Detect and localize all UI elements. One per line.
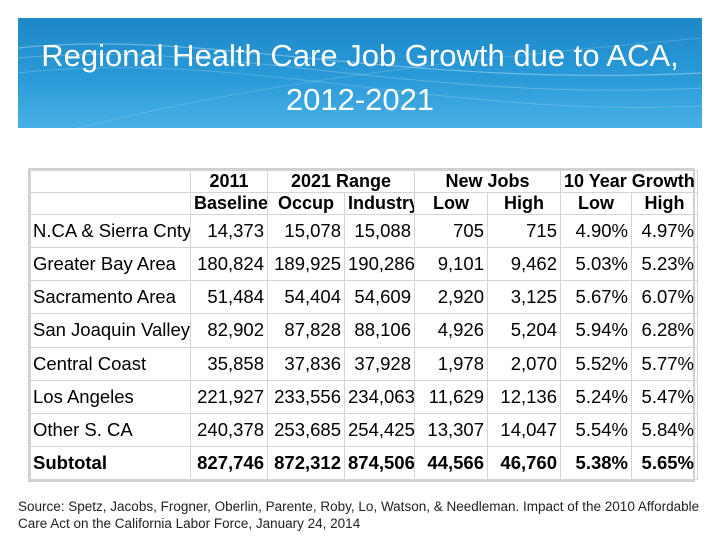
cell-region: San Joaquin Valley: [30, 313, 191, 348]
cell-industry-2021: 190,286: [344, 247, 415, 282]
source-citation: Source: Spetz, Jacobs, Frogner, Oberlin,…: [18, 499, 700, 531]
cell-baseline-2011: 180,824: [190, 247, 268, 282]
cell-industry-2021: 88,106: [344, 313, 415, 348]
cell-new-jobs-low: 1,978: [414, 346, 488, 381]
subheader-growth-low: Low: [560, 192, 632, 215]
header-10-year-growth: 10 Year Growth: [559, 170, 699, 193]
cell-growth-low: 5.03%: [560, 247, 632, 282]
cell-growth-low: 5.24%: [560, 379, 632, 414]
cell-baseline-2011: 82,902: [190, 313, 268, 348]
cell-industry-2021: 234,063: [344, 379, 415, 414]
subheader-blank: [30, 192, 191, 215]
subheader-industry: Industry: [344, 192, 415, 215]
cell-industry-2021: 15,088: [344, 213, 415, 249]
cell-baseline-2011: 35,858: [190, 346, 268, 381]
header-new-jobs: New Jobs: [414, 170, 561, 193]
group-header-row: 2011 2021 Range New Jobs 10 Year Growth: [30, 170, 699, 193]
table-row: Greater Bay Area 180,824 189,925 190,286 9,1…: [30, 247, 699, 282]
subheader-occup: Occup: [267, 192, 345, 215]
subheader-jobs-high: High: [487, 192, 561, 215]
table-row: Other S. CA 240,378 253,685 254,425 13,307 14…: [30, 412, 699, 447]
cell-new-jobs-high: 2,070: [487, 346, 561, 381]
title-banner: [18, 18, 702, 128]
table-body: N.CA & Sierra Cntys 14,373 15,078 15,088 705…: [30, 213, 699, 481]
cell-growth-high: 4.97%: [630, 213, 699, 249]
cell-growth-high: 6.07%: [630, 280, 699, 315]
cell-baseline-2011: 827,746: [190, 445, 268, 481]
cell-region: Other S. CA: [30, 412, 191, 447]
table-row: Central Coast 35,858 37,836 37,928 1,978 2,07…: [30, 346, 699, 381]
cell-new-jobs-high: 3,125: [487, 280, 561, 315]
header-2021-range: 2021 Range: [267, 170, 415, 193]
cell-growth-high: 5.77%: [630, 346, 699, 381]
subheader-growth-high: High: [630, 192, 699, 215]
cell-growth-high: 6.28%: [630, 313, 699, 348]
jobs-table-container: 2011 2021 Range New Jobs 10 Year Growth …: [28, 168, 699, 482]
cell-baseline-2011: 51,484: [190, 280, 268, 315]
cell-occup-2021: 872,312: [267, 445, 345, 481]
cell-occup-2021: 87,828: [267, 313, 345, 348]
cell-industry-2021: 254,425: [344, 412, 415, 447]
subheader-baseline: Baseline: [190, 192, 268, 215]
cell-new-jobs-low: 4,926: [414, 313, 488, 348]
cell-region: Greater Bay Area: [30, 247, 191, 282]
cell-region: Sacramento Area: [30, 280, 191, 315]
cell-occup-2021: 233,556: [267, 379, 345, 414]
cell-growth-high: 5.65%: [630, 445, 699, 481]
cell-new-jobs-high: 14,047: [487, 412, 561, 447]
cell-new-jobs-low: 13,307: [414, 412, 488, 447]
cell-baseline-2011: 14,373: [190, 213, 268, 249]
cell-new-jobs-high: 46,760: [487, 445, 561, 481]
jobs-table: 2011 2021 Range New Jobs 10 Year Growth …: [30, 170, 699, 481]
cell-occup-2021: 37,836: [267, 346, 345, 381]
cell-new-jobs-low: 44,566: [414, 445, 488, 481]
cell-baseline-2011: 221,927: [190, 379, 268, 414]
cell-baseline-2011: 240,378: [190, 412, 268, 447]
cell-growth-low: 5.67%: [560, 280, 632, 315]
banner-swoosh-decoration: [18, 37, 702, 128]
slide-title: Regional Health Care Job Growth due to A…: [41, 38, 679, 117]
cell-industry-2021: 874,506: [344, 445, 415, 481]
cell-new-jobs-low: 2,920: [414, 280, 488, 315]
cell-new-jobs-low: 9,101: [414, 247, 488, 282]
subheader-jobs-low: Low: [414, 192, 488, 215]
cell-region: Subtotal: [30, 445, 191, 481]
cell-new-jobs-high: 715: [487, 213, 561, 249]
cell-new-jobs-high: 9,462: [487, 247, 561, 282]
subtotal-row: Subtotal 827,746 872,312 874,506 44,566 46,76…: [30, 445, 699, 481]
cell-region: Central Coast: [30, 346, 191, 381]
cell-growth-low: 5.52%: [560, 346, 632, 381]
cell-occup-2021: 15,078: [267, 213, 345, 249]
cell-new-jobs-high: 5,204: [487, 313, 561, 348]
cell-growth-low: 5.94%: [560, 313, 632, 348]
cell-growth-low: 4.90%: [560, 213, 632, 249]
cell-occup-2021: 54,404: [267, 280, 345, 315]
cell-growth-high: 5.84%: [630, 412, 699, 447]
table-row: Sacramento Area 51,484 54,404 54,609 2,920 3,…: [30, 280, 699, 315]
cell-industry-2021: 54,609: [344, 280, 415, 315]
cell-new-jobs-high: 12,136: [487, 379, 561, 414]
cell-growth-high: 5.47%: [630, 379, 699, 414]
cell-region: N.CA & Sierra Cntys: [30, 213, 191, 249]
cell-occup-2021: 253,685: [267, 412, 345, 447]
cell-industry-2021: 37,928: [344, 346, 415, 381]
table-row: San Joaquin Valley 82,902 87,828 88,106 4,92…: [30, 313, 699, 348]
cell-region: Los Angeles: [30, 379, 191, 414]
cell-new-jobs-low: 11,629: [414, 379, 488, 414]
cell-growth-high: 5.23%: [630, 247, 699, 282]
cell-occup-2021: 189,925: [267, 247, 345, 282]
sub-header-row: Baseline Occup Industry Low High Low Hig…: [30, 192, 699, 215]
table-row: N.CA & Sierra Cntys 14,373 15,078 15,088 705…: [30, 213, 699, 249]
cell-growth-low: 5.54%: [560, 412, 632, 447]
header-2011: 2011: [190, 170, 268, 193]
header-blank: [30, 170, 191, 193]
cell-growth-low: 5.38%: [560, 445, 632, 481]
table-row: Los Angeles 221,927 233,556 234,063 11,629 12…: [30, 379, 699, 414]
cell-new-jobs-low: 705: [414, 213, 488, 249]
